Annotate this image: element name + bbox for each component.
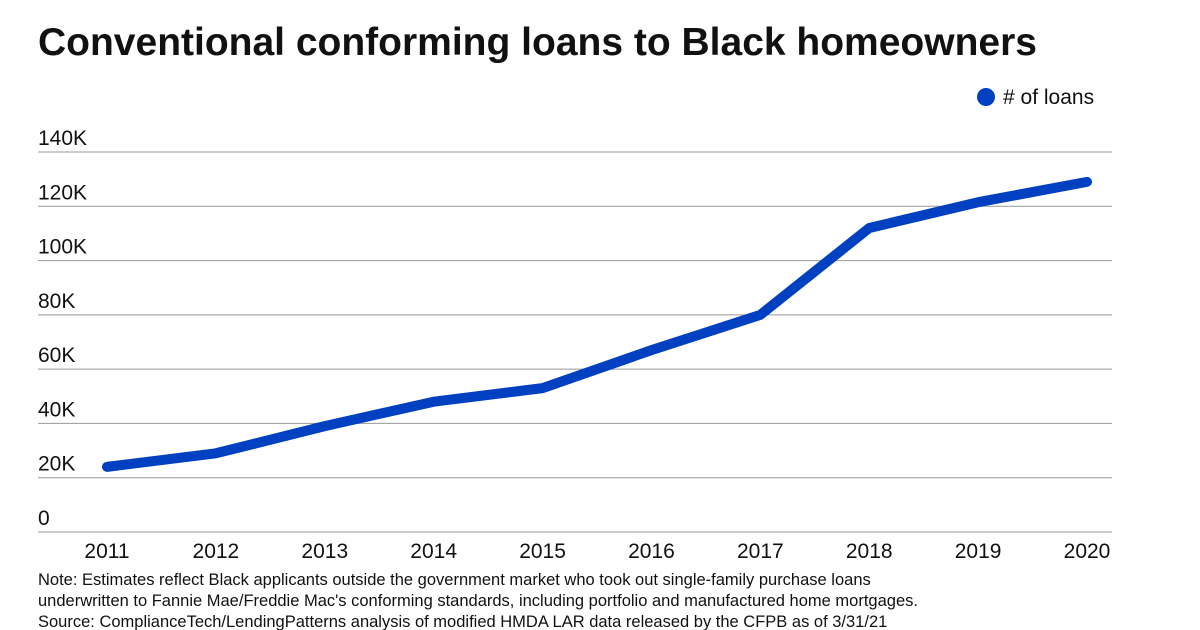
y-tick-label: 100K [38,236,87,259]
note: Note: Estimates reflect Black applicants… [38,571,871,589]
x-tick-label: 2015 [519,540,566,563]
x-tick-label: 2018 [846,540,893,563]
x-tick-label: 2017 [737,540,784,563]
chart-title: Conventional conforming loans to Black h… [38,21,1037,64]
y-tick-label: 120K [38,181,87,204]
x-tick-label: 2014 [410,540,457,563]
x-tick-label: 2020 [1064,540,1111,563]
legend-swatch [977,88,995,106]
y-tick-label: 140K [38,127,87,150]
y-tick-label: 40K [38,398,75,421]
x-tick-label: 2012 [193,540,240,563]
y-tick-label: 80K [38,290,75,313]
source: Source: ComplianceTech/LendingPatterns a… [38,613,887,630]
y-tick-label: 60K [38,344,75,367]
note: underwritten to Fannie Mae/Freddie Mac's… [38,592,918,610]
x-tick-label: 2019 [955,540,1002,563]
x-tick-label: 2011 [84,540,129,563]
data-line [102,176,1092,472]
x-tick-label: 2013 [301,540,348,563]
y-tick-label: 20K [38,453,75,476]
y-tick-label: 0 [38,507,50,530]
legend-label: # of loans [1003,86,1094,109]
x-tick-label: 2016 [628,540,675,563]
